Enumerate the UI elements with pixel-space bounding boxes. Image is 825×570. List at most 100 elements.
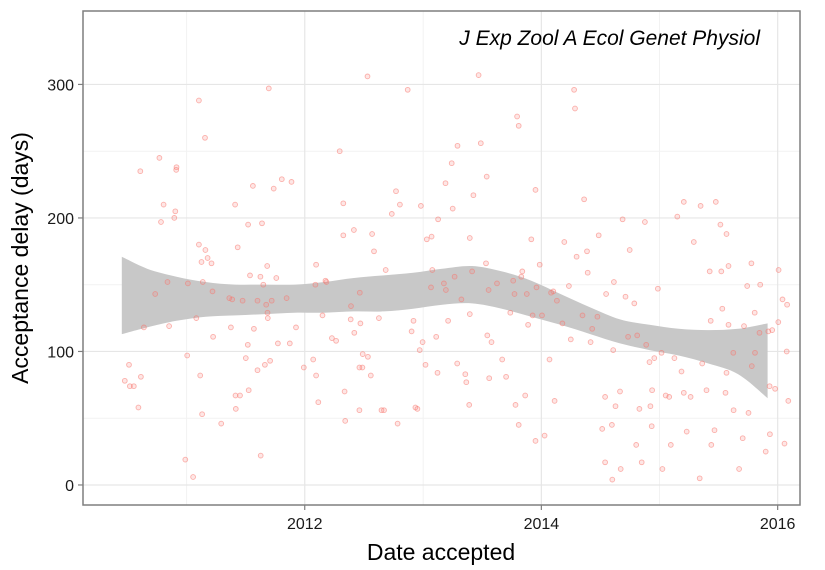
data-point	[541, 432, 548, 439]
data-point	[674, 213, 681, 220]
data-point	[477, 140, 484, 147]
data-point	[503, 373, 509, 380]
data-point	[293, 324, 299, 331]
data-point	[262, 361, 268, 368]
data-point	[634, 332, 641, 339]
data-point	[699, 360, 706, 367]
data-point	[435, 216, 441, 223]
data-point	[135, 404, 142, 411]
data-point	[475, 72, 482, 78]
data-point	[514, 113, 520, 120]
data-point	[198, 259, 205, 265]
data-point	[202, 134, 208, 141]
data-point	[268, 297, 275, 304]
y-tick-label: 200	[47, 211, 74, 228]
data-point	[581, 196, 587, 203]
data-point	[533, 284, 540, 291]
data-point	[717, 221, 724, 228]
data-point	[736, 466, 742, 472]
data-point	[648, 423, 655, 430]
data-point	[579, 312, 586, 319]
data-point	[612, 403, 619, 410]
x-tick-label: 2012	[287, 516, 323, 533]
data-point	[659, 466, 666, 472]
data-point	[772, 385, 778, 392]
data-point	[283, 295, 290, 301]
data-point	[725, 263, 732, 269]
data-point	[781, 440, 788, 447]
data-point	[631, 300, 638, 307]
data-point	[466, 402, 473, 408]
data-point	[783, 348, 790, 355]
data-point	[602, 394, 608, 400]
data-point	[784, 301, 790, 308]
data-point	[434, 369, 441, 376]
data-point	[454, 360, 461, 367]
data-point	[202, 247, 209, 253]
data-point	[466, 235, 473, 241]
data-point	[270, 185, 277, 192]
confidence-band	[121, 256, 768, 399]
data-point	[687, 394, 694, 400]
y-axis-title: Acceptance delay (days)	[7, 132, 33, 384]
data-point	[423, 236, 430, 243]
data-point	[323, 279, 330, 285]
data-point	[611, 279, 617, 285]
data-point	[680, 389, 687, 396]
data-point	[609, 422, 615, 428]
data-point	[254, 367, 261, 374]
data-point	[341, 388, 348, 395]
data-point	[515, 422, 522, 428]
data-point	[340, 232, 347, 239]
data-point	[602, 459, 608, 466]
data-point	[680, 199, 687, 205]
data-point	[244, 341, 251, 348]
data-point	[315, 399, 322, 406]
data-point	[722, 389, 729, 396]
data-point	[483, 173, 490, 180]
data-point	[762, 448, 769, 455]
data-point	[428, 284, 434, 291]
data-point	[572, 105, 578, 112]
data-point	[273, 275, 280, 281]
data-point	[551, 398, 558, 404]
data-point	[697, 203, 704, 209]
data-point	[617, 388, 623, 395]
data-point	[199, 279, 206, 285]
data-point	[204, 255, 211, 261]
data-point	[336, 148, 343, 155]
data-point	[712, 199, 719, 205]
data-point	[394, 420, 401, 427]
data-point	[250, 183, 256, 189]
data-point	[532, 187, 539, 193]
data-point	[775, 319, 782, 325]
data-point	[152, 291, 159, 297]
grid-lines	[83, 11, 800, 505]
data-point	[741, 323, 747, 329]
data-point	[626, 247, 633, 253]
data-point	[265, 85, 272, 92]
data-point	[711, 427, 718, 434]
y-tick-label: 100	[47, 344, 74, 361]
data-point	[242, 355, 249, 361]
data-point	[625, 333, 631, 340]
data-point	[237, 392, 243, 399]
data-point	[356, 407, 363, 414]
data-point	[313, 261, 319, 268]
data-point	[369, 231, 375, 237]
data-point	[744, 283, 751, 289]
data-point	[561, 239, 568, 245]
data-point	[397, 201, 403, 208]
data-point	[251, 325, 257, 332]
data-point	[264, 309, 271, 316]
data-point	[275, 340, 281, 347]
data-point	[445, 317, 451, 324]
data-point	[158, 219, 164, 225]
data-point	[234, 244, 241, 251]
data-point	[567, 336, 574, 343]
data-point	[655, 285, 661, 292]
data-point	[173, 164, 180, 171]
data-point	[566, 283, 572, 289]
data-point	[730, 407, 737, 414]
data-point	[443, 287, 449, 293]
